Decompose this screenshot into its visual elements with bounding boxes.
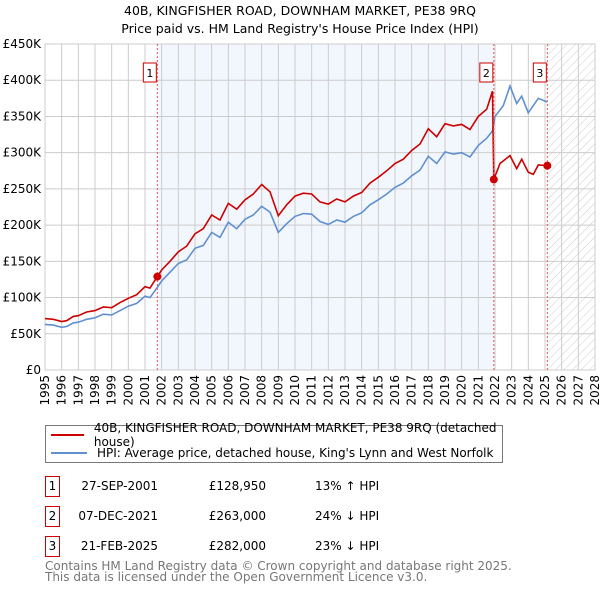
y-tick-label: £200K [3, 218, 43, 232]
transaction-price: £282,000 [208, 539, 266, 553]
transaction-date: 07-DEC-2021 [78, 509, 158, 523]
x-tick-label: 2020 [455, 375, 469, 406]
x-tick-label: 2004 [188, 375, 202, 406]
footer-line: This data is licensed under the Open Gov… [45, 570, 428, 584]
x-tick-label: 2017 [405, 375, 419, 406]
y-tick-label: £450K [3, 37, 43, 51]
transaction-date: 27-SEP-2001 [81, 479, 158, 493]
legend: 40B, KINGFISHER ROAD, DOWNHAM MARKET, PE… [45, 421, 503, 463]
legend-red-line [51, 434, 84, 436]
sale-label-box [532, 62, 547, 83]
x-tick-label: 2022 [488, 375, 502, 406]
legend-blue-line [51, 452, 87, 454]
y-tick-label: £100K [3, 291, 43, 305]
legend-item-property: 40B, KINGFISHER ROAD, DOWNHAM MARKET, PE… [51, 421, 502, 449]
sale-point [489, 175, 498, 184]
x-tick-label: 2021 [471, 375, 485, 406]
chart-subtitle: Price paid vs. HM Land Registry's House … [121, 21, 479, 36]
sale-label: 1 [146, 67, 153, 80]
x-tick-label: 2012 [321, 375, 335, 406]
x-tick-label: 2011 [305, 375, 319, 406]
sale-label: 3 [536, 67, 543, 80]
y-tick-label: £300K [3, 146, 43, 160]
x-tick-label: 2015 [371, 375, 385, 406]
x-tick-label: 2016 [388, 375, 402, 406]
x-tick-label: 1998 [88, 375, 102, 406]
x-tick-label: 1995 [38, 375, 52, 406]
x-tick-label: 2019 [438, 375, 452, 406]
transaction-hpi-diff: 13% ↑ HPI [315, 479, 380, 493]
x-tick-label: 2002 [155, 375, 169, 406]
transaction-number: 2 [45, 506, 60, 527]
x-tick-label: 2005 [205, 375, 219, 406]
x-tick-label: 2008 [255, 375, 269, 406]
y-tick-label: £250K [3, 182, 43, 196]
x-tick-label: 1999 [105, 375, 119, 406]
y-tick-label: £0 [26, 363, 41, 377]
x-tick-label: 2026 [555, 375, 569, 406]
x-tick-label: 2027 [571, 375, 585, 406]
plot-border [44, 43, 596, 371]
transaction-hpi-diff: 23% ↓ HPI [315, 539, 380, 553]
hpi-series-line [44, 83, 548, 329]
x-tick-label: 2018 [421, 375, 435, 406]
x-tick-label: 2024 [521, 375, 535, 406]
x-tick-label: 2009 [271, 375, 285, 406]
transaction-hpi-diff: 24% ↓ HPI [315, 509, 380, 523]
x-tick-label: 2001 [138, 375, 152, 406]
chart-title: 40B, KINGFISHER ROAD, DOWNHAM MARKET, PE… [124, 3, 476, 18]
ownership-shade [157, 44, 494, 370]
x-tick-label: 1996 [55, 375, 69, 406]
x-tick-label: 2028 [588, 375, 600, 406]
x-tick-label: 2010 [288, 375, 302, 406]
x-tick-label: 2003 [171, 375, 185, 406]
y-tick-label: £150K [3, 254, 43, 268]
y-tick-label: £350K [3, 109, 43, 123]
footer-line: Contains HM Land Registry data © Crown c… [45, 559, 512, 573]
transaction-price: £128,950 [208, 479, 266, 493]
x-tick-label: 2000 [121, 375, 135, 406]
x-tick-label: 2013 [338, 375, 352, 406]
sale-label-box [479, 62, 494, 83]
property-series-line [44, 90, 548, 323]
x-tick-label: 2007 [238, 375, 252, 406]
y-tick-label: £400K [3, 73, 43, 87]
x-tick-label: 2025 [538, 375, 552, 406]
x-tick-label: 2023 [505, 375, 519, 406]
transaction-number: 1 [45, 476, 60, 497]
legend-item-hpi: HPI: Average price, detached house, King… [51, 444, 493, 462]
transaction-date: 21-FEB-2025 [80, 539, 158, 553]
sale-point [543, 161, 552, 170]
legend-label: HPI: Average price, detached house, King… [97, 446, 494, 460]
x-tick-label: 1997 [71, 375, 85, 406]
y-tick-label: £50K [10, 327, 42, 341]
x-tick-label: 2006 [221, 375, 235, 406]
sale-label-box [142, 62, 157, 83]
sale-label: 2 [483, 67, 490, 80]
x-tick-label: 2014 [355, 375, 369, 406]
transaction-number: 3 [45, 536, 60, 557]
sale-point [153, 272, 162, 281]
transaction-price: £263,000 [208, 509, 266, 523]
future-hatch [547, 44, 595, 370]
legend-label: 40B, KINGFISHER ROAD, DOWNHAM MARKET, PE… [93, 421, 497, 449]
